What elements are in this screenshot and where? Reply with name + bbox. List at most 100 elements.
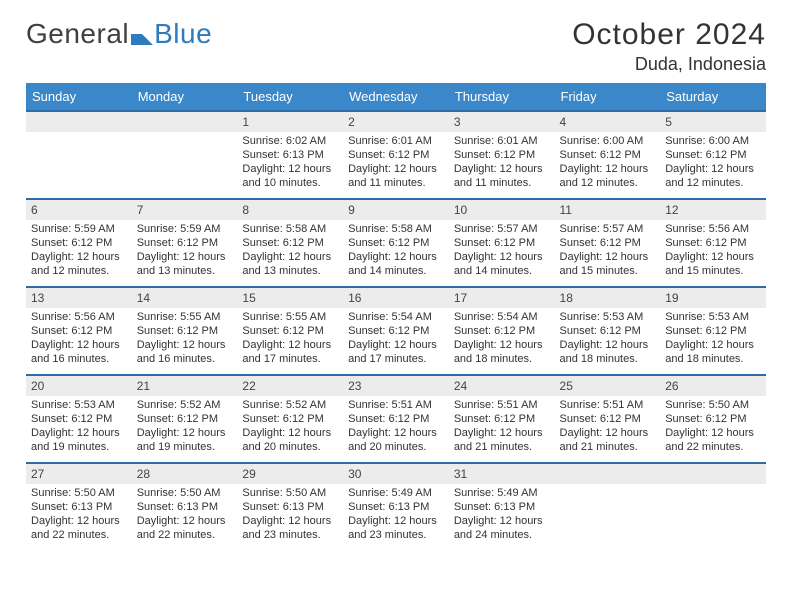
daylight-line: Daylight: 12 hours and 15 minutes. [560,250,656,278]
logo-triangle-icon [131,23,153,45]
sunrise-line: Sunrise: 5:50 AM [31,486,127,500]
weekday-header: Monday [132,83,238,111]
sunset-line: Sunset: 6:12 PM [31,412,127,426]
daylight-line: Daylight: 12 hours and 18 minutes. [665,338,761,366]
sunset-line: Sunset: 6:12 PM [31,236,127,250]
day-body: Sunrise: 6:00 AMSunset: 6:12 PMDaylight:… [555,132,661,193]
sunset-line: Sunset: 6:12 PM [242,412,338,426]
calendar-day-cell: 9Sunrise: 5:58 AMSunset: 6:12 PMDaylight… [343,199,449,287]
daylight-line: Daylight: 12 hours and 14 minutes. [454,250,550,278]
calendar-day-cell: 4Sunrise: 6:00 AMSunset: 6:12 PMDaylight… [555,111,661,199]
day-number-bar: 10 [449,200,555,220]
weekday-header: Wednesday [343,83,449,111]
sunset-line: Sunset: 6:12 PM [665,148,761,162]
sunrise-line: Sunrise: 5:55 AM [137,310,233,324]
day-number-bar: 12 [660,200,766,220]
sunrise-line: Sunrise: 6:00 AM [560,134,656,148]
sunrise-line: Sunrise: 6:00 AM [665,134,761,148]
daylight-line: Daylight: 12 hours and 14 minutes. [348,250,444,278]
day-number-bar: 14 [132,288,238,308]
day-number-bar: 18 [555,288,661,308]
calendar-day-cell: 29Sunrise: 5:50 AMSunset: 6:13 PMDayligh… [237,463,343,551]
calendar-table: Sunday Monday Tuesday Wednesday Thursday… [26,83,766,551]
daylight-line: Daylight: 12 hours and 20 minutes. [348,426,444,454]
calendar-day-cell: 10Sunrise: 5:57 AMSunset: 6:12 PMDayligh… [449,199,555,287]
sunrise-line: Sunrise: 5:57 AM [560,222,656,236]
day-number-bar: 13 [26,288,132,308]
sunrise-line: Sunrise: 5:58 AM [348,222,444,236]
sunrise-line: Sunrise: 5:53 AM [31,398,127,412]
sunset-line: Sunset: 6:13 PM [242,148,338,162]
day-body: Sunrise: 5:57 AMSunset: 6:12 PMDaylight:… [555,220,661,281]
day-body: Sunrise: 5:49 AMSunset: 6:13 PMDaylight:… [343,484,449,545]
day-body: Sunrise: 5:56 AMSunset: 6:12 PMDaylight:… [26,308,132,369]
day-number-bar: 3 [449,112,555,132]
day-body: Sunrise: 5:53 AMSunset: 6:12 PMDaylight:… [660,308,766,369]
sunset-line: Sunset: 6:12 PM [560,324,656,338]
day-body: Sunrise: 5:54 AMSunset: 6:12 PMDaylight:… [343,308,449,369]
calendar-day-cell: 26Sunrise: 5:50 AMSunset: 6:12 PMDayligh… [660,375,766,463]
calendar-day-cell: 23Sunrise: 5:51 AMSunset: 6:12 PMDayligh… [343,375,449,463]
day-number-bar: 24 [449,376,555,396]
daylight-line: Daylight: 12 hours and 13 minutes. [137,250,233,278]
day-number-bar: 21 [132,376,238,396]
header-row: General Blue October 2024 Duda, Indonesi… [26,18,766,75]
day-body: Sunrise: 5:53 AMSunset: 6:12 PMDaylight:… [555,308,661,369]
calendar-day-cell: 14Sunrise: 5:55 AMSunset: 6:12 PMDayligh… [132,287,238,375]
sunset-line: Sunset: 6:12 PM [348,412,444,426]
day-body: Sunrise: 6:01 AMSunset: 6:12 PMDaylight:… [343,132,449,193]
sunset-line: Sunset: 6:12 PM [665,324,761,338]
calendar-day-cell: 11Sunrise: 5:57 AMSunset: 6:12 PMDayligh… [555,199,661,287]
daylight-line: Daylight: 12 hours and 21 minutes. [560,426,656,454]
sunrise-line: Sunrise: 6:02 AM [242,134,338,148]
day-body: Sunrise: 5:50 AMSunset: 6:12 PMDaylight:… [660,396,766,457]
sunset-line: Sunset: 6:13 PM [348,500,444,514]
sunrise-line: Sunrise: 5:54 AM [348,310,444,324]
calendar-day-cell: 3Sunrise: 6:01 AMSunset: 6:12 PMDaylight… [449,111,555,199]
day-number-bar: 15 [237,288,343,308]
day-body: Sunrise: 5:51 AMSunset: 6:12 PMDaylight:… [343,396,449,457]
day-number-bar: 23 [343,376,449,396]
daylight-line: Daylight: 12 hours and 11 minutes. [348,162,444,190]
sunset-line: Sunset: 6:12 PM [454,412,550,426]
sunset-line: Sunset: 6:12 PM [137,236,233,250]
sunrise-line: Sunrise: 5:59 AM [137,222,233,236]
calendar-day-cell: 13Sunrise: 5:56 AMSunset: 6:12 PMDayligh… [26,287,132,375]
sunset-line: Sunset: 6:13 PM [31,500,127,514]
calendar-day-cell [555,463,661,551]
day-number-bar: 19 [660,288,766,308]
sunset-line: Sunset: 6:13 PM [242,500,338,514]
sunset-line: Sunset: 6:12 PM [560,412,656,426]
logo-prefix: General [26,18,129,50]
daylight-line: Daylight: 12 hours and 23 minutes. [242,514,338,542]
day-body: Sunrise: 6:02 AMSunset: 6:13 PMDaylight:… [237,132,343,193]
day-body: Sunrise: 5:52 AMSunset: 6:12 PMDaylight:… [237,396,343,457]
sunrise-line: Sunrise: 5:53 AM [665,310,761,324]
day-body: Sunrise: 5:55 AMSunset: 6:12 PMDaylight:… [132,308,238,369]
daylight-line: Daylight: 12 hours and 16 minutes. [137,338,233,366]
day-body: Sunrise: 5:56 AMSunset: 6:12 PMDaylight:… [660,220,766,281]
day-body: Sunrise: 5:50 AMSunset: 6:13 PMDaylight:… [26,484,132,545]
sunrise-line: Sunrise: 6:01 AM [454,134,550,148]
day-number-bar: 6 [26,200,132,220]
calendar-day-cell: 25Sunrise: 5:51 AMSunset: 6:12 PMDayligh… [555,375,661,463]
day-number-bar: 2 [343,112,449,132]
day-number-bar: 25 [555,376,661,396]
sunrise-line: Sunrise: 5:49 AM [348,486,444,500]
day-body: Sunrise: 5:58 AMSunset: 6:12 PMDaylight:… [237,220,343,281]
calendar-day-cell: 2Sunrise: 6:01 AMSunset: 6:12 PMDaylight… [343,111,449,199]
day-body: Sunrise: 5:51 AMSunset: 6:12 PMDaylight:… [449,396,555,457]
daylight-line: Daylight: 12 hours and 16 minutes. [31,338,127,366]
calendar-day-cell: 31Sunrise: 5:49 AMSunset: 6:13 PMDayligh… [449,463,555,551]
sunset-line: Sunset: 6:12 PM [560,148,656,162]
daylight-line: Daylight: 12 hours and 18 minutes. [560,338,656,366]
calendar-week-row: 1Sunrise: 6:02 AMSunset: 6:13 PMDaylight… [26,111,766,199]
calendar-week-row: 27Sunrise: 5:50 AMSunset: 6:13 PMDayligh… [26,463,766,551]
daylight-line: Daylight: 12 hours and 20 minutes. [242,426,338,454]
daylight-line: Daylight: 12 hours and 19 minutes. [31,426,127,454]
calendar-day-cell: 19Sunrise: 5:53 AMSunset: 6:12 PMDayligh… [660,287,766,375]
sunrise-line: Sunrise: 5:56 AM [665,222,761,236]
day-number-bar: 31 [449,464,555,484]
calendar-week-row: 13Sunrise: 5:56 AMSunset: 6:12 PMDayligh… [26,287,766,375]
calendar-day-cell: 1Sunrise: 6:02 AMSunset: 6:13 PMDaylight… [237,111,343,199]
